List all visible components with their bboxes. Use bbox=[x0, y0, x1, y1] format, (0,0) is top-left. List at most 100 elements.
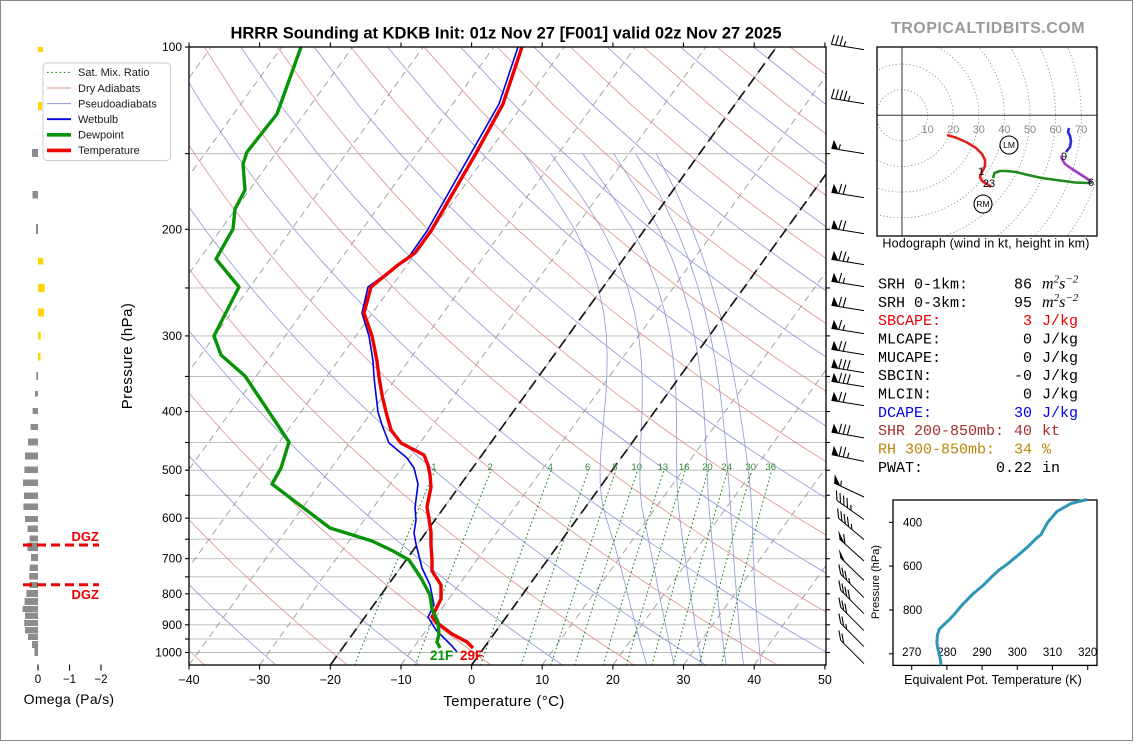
svg-text:0: 0 bbox=[1023, 350, 1032, 367]
svg-text:Pressure (hPa): Pressure (hPa) bbox=[870, 545, 882, 619]
svg-text:LM: LM bbox=[1003, 140, 1015, 150]
svg-text:100: 100 bbox=[162, 40, 182, 54]
svg-text:800: 800 bbox=[162, 587, 182, 601]
svg-text:Hodograph (wind in kt, height: Hodograph (wind in kt, height in km) bbox=[882, 237, 1089, 251]
svg-text:24: 24 bbox=[721, 462, 732, 473]
svg-text:40: 40 bbox=[998, 124, 1010, 136]
svg-text:600: 600 bbox=[903, 561, 922, 573]
svg-text:320: 320 bbox=[1078, 647, 1097, 659]
svg-text:J/kg: J/kg bbox=[1042, 405, 1078, 422]
svg-text:2: 2 bbox=[487, 462, 492, 473]
svg-text:29F: 29F bbox=[460, 648, 483, 663]
svg-text:800: 800 bbox=[903, 605, 922, 617]
svg-text:400: 400 bbox=[903, 517, 922, 529]
svg-text:1: 1 bbox=[431, 462, 436, 473]
svg-text:−30: −30 bbox=[249, 673, 270, 687]
svg-text:20: 20 bbox=[606, 673, 620, 687]
svg-text:SRH 0-1km:: SRH 0-1km: bbox=[878, 277, 968, 294]
svg-text:500: 500 bbox=[162, 463, 182, 477]
svg-text:Dewpoint: Dewpoint bbox=[78, 130, 124, 142]
svg-text:RH 300-850mb:: RH 300-850mb: bbox=[878, 442, 995, 459]
svg-text:J/kg: J/kg bbox=[1042, 332, 1078, 349]
svg-text:6: 6 bbox=[1088, 177, 1094, 189]
svg-text:%: % bbox=[1042, 442, 1052, 459]
svg-text:SRH 0-3km:: SRH 0-3km: bbox=[878, 295, 968, 312]
svg-text:J/kg: J/kg bbox=[1042, 368, 1078, 385]
svg-text:Equivalent Pot. Temperature (K: Equivalent Pot. Temperature (K) bbox=[904, 673, 1082, 687]
svg-text:−2: −2 bbox=[94, 674, 107, 686]
svg-text:RM: RM bbox=[976, 199, 989, 209]
svg-text:86: 86 bbox=[1014, 277, 1032, 294]
svg-text:−20: −20 bbox=[320, 673, 341, 687]
svg-text:Omega (Pa/s): Omega (Pa/s) bbox=[24, 691, 115, 707]
svg-text:Temperature: Temperature bbox=[78, 145, 140, 157]
svg-text:34: 34 bbox=[1014, 442, 1032, 459]
svg-text:270: 270 bbox=[902, 647, 921, 659]
svg-text:310: 310 bbox=[1043, 647, 1062, 659]
svg-text:−40: −40 bbox=[178, 673, 199, 687]
svg-text:Dry Adiabats: Dry Adiabats bbox=[78, 83, 141, 95]
svg-text:23: 23 bbox=[983, 178, 995, 190]
svg-text:Pseudoadiabats: Pseudoadiabats bbox=[78, 98, 157, 110]
svg-text:0: 0 bbox=[35, 674, 41, 686]
svg-text:200: 200 bbox=[162, 222, 182, 236]
svg-text:J/kg: J/kg bbox=[1042, 313, 1078, 330]
svg-text:10: 10 bbox=[631, 462, 642, 473]
svg-text:600: 600 bbox=[162, 511, 182, 525]
svg-text:J/kg: J/kg bbox=[1042, 387, 1078, 404]
svg-text:PWAT:: PWAT: bbox=[878, 460, 923, 477]
svg-text:Temperature (°C): Temperature (°C) bbox=[443, 693, 565, 710]
svg-text:30: 30 bbox=[745, 462, 756, 473]
svg-text:DGZ: DGZ bbox=[72, 587, 100, 602]
svg-text:Pressure (hPa): Pressure (hPa) bbox=[119, 303, 136, 409]
svg-text:MLCIN:: MLCIN: bbox=[878, 387, 932, 404]
svg-text:Wetbulb: Wetbulb bbox=[78, 114, 118, 126]
svg-text:Sat. Mix. Ratio: Sat. Mix. Ratio bbox=[78, 67, 150, 79]
svg-text:TROPICALTIDBITS.COM: TROPICALTIDBITS.COM bbox=[891, 20, 1085, 37]
svg-text:SHR 200-850mb:: SHR 200-850mb: bbox=[878, 423, 1004, 440]
svg-text:50: 50 bbox=[1024, 124, 1036, 136]
svg-text:10: 10 bbox=[535, 673, 549, 687]
svg-text:8: 8 bbox=[612, 462, 617, 473]
svg-text:4: 4 bbox=[548, 462, 553, 473]
svg-text:40: 40 bbox=[1014, 423, 1032, 440]
svg-text:kt: kt bbox=[1042, 423, 1060, 440]
svg-text:10: 10 bbox=[921, 124, 933, 136]
svg-text:6: 6 bbox=[585, 462, 590, 473]
svg-text:21F: 21F bbox=[430, 648, 453, 663]
svg-text:0.22: 0.22 bbox=[996, 460, 1032, 477]
svg-text:50: 50 bbox=[818, 673, 832, 687]
svg-text:30: 30 bbox=[1014, 405, 1032, 422]
svg-text:13: 13 bbox=[658, 462, 669, 473]
svg-text:DCAPE:: DCAPE: bbox=[878, 405, 932, 422]
svg-text:1: 1 bbox=[978, 166, 984, 178]
svg-text:J/kg: J/kg bbox=[1042, 350, 1078, 367]
svg-text:−1: −1 bbox=[63, 674, 76, 686]
svg-text:20: 20 bbox=[702, 462, 713, 473]
svg-text:95: 95 bbox=[1014, 295, 1032, 312]
svg-text:0: 0 bbox=[1023, 332, 1032, 349]
svg-text:30: 30 bbox=[677, 673, 691, 687]
svg-text:3: 3 bbox=[1023, 313, 1032, 330]
svg-text:40: 40 bbox=[747, 673, 761, 687]
svg-text:290: 290 bbox=[973, 647, 992, 659]
svg-text:−10: −10 bbox=[390, 673, 411, 687]
svg-text:300: 300 bbox=[162, 329, 182, 343]
svg-text:1000: 1000 bbox=[155, 646, 182, 660]
svg-text:36: 36 bbox=[765, 462, 776, 473]
svg-text:700: 700 bbox=[162, 552, 182, 566]
svg-text:MLCAPE:: MLCAPE: bbox=[878, 332, 941, 349]
svg-text:60: 60 bbox=[1049, 124, 1061, 136]
svg-text:DGZ: DGZ bbox=[72, 529, 100, 544]
svg-text:MUCAPE:: MUCAPE: bbox=[878, 350, 941, 367]
svg-text:0: 0 bbox=[468, 673, 475, 687]
svg-text:16: 16 bbox=[679, 462, 690, 473]
svg-text:0: 0 bbox=[1023, 387, 1032, 404]
svg-text:SBCAPE:: SBCAPE: bbox=[878, 313, 941, 330]
svg-text:30: 30 bbox=[973, 124, 985, 136]
svg-text:-0: -0 bbox=[1014, 368, 1032, 385]
svg-text:in: in bbox=[1042, 460, 1060, 477]
svg-text:280: 280 bbox=[937, 647, 956, 659]
svg-text:HRRR Sounding at KDKB Init: 01: HRRR Sounding at KDKB Init: 01z Nov 27 [… bbox=[230, 25, 781, 43]
svg-text:900: 900 bbox=[162, 618, 182, 632]
